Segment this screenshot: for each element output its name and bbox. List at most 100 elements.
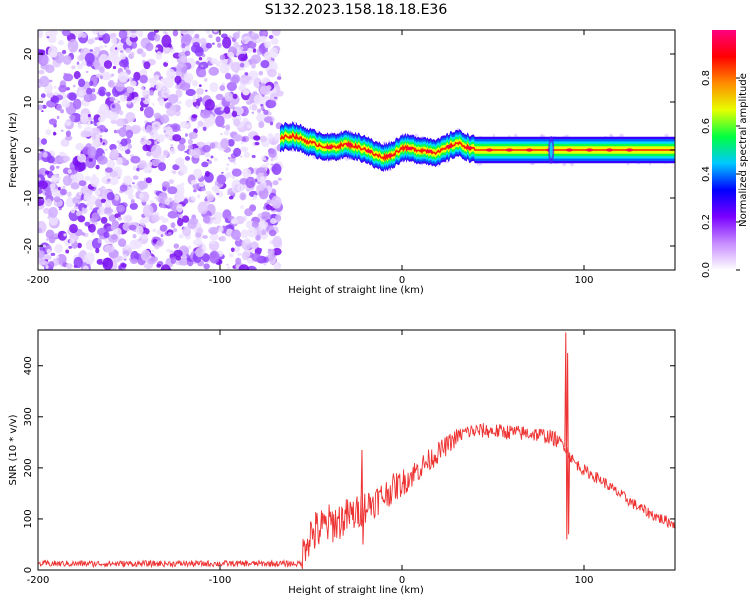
heatmap-noise-blob <box>208 66 219 76</box>
heatmap-noise-blob <box>228 195 234 200</box>
heatmap-noise-blob <box>118 71 129 83</box>
heatmap-noise-blob <box>201 144 211 153</box>
heatmap-noise-blob <box>142 144 151 152</box>
heatmap-noise-blob <box>152 228 157 233</box>
heatmap-noise-blob <box>97 155 108 165</box>
heatmap-noise-blob <box>58 207 62 211</box>
heatmap-noise-blob <box>219 235 226 242</box>
heatmap-ridge-peak <box>385 154 393 158</box>
heatmap-noise-blob <box>251 221 259 228</box>
snr-spike <box>566 352 571 535</box>
heatmap-noise-blob <box>242 89 250 96</box>
heatmap-noise-blob <box>173 194 181 204</box>
heatmap-noise-blob <box>233 118 241 127</box>
heatmap-noise-blob <box>271 163 282 175</box>
heatmap-noise-blob <box>80 113 89 124</box>
heatmap-noise-blob <box>251 104 258 111</box>
heatmap-noise-blob <box>251 154 256 159</box>
heatmap-noise-blob <box>38 138 42 146</box>
heatmap-noise-blob <box>133 96 141 102</box>
heatmap-noise-blob <box>100 198 107 203</box>
heatmap-noise-blob <box>39 97 45 103</box>
heatmap-noise-blob <box>253 94 263 105</box>
heatmap-noise-blob <box>270 163 274 166</box>
heatmap-noise-blob <box>90 176 100 188</box>
heatmap-noise-blob <box>91 212 100 221</box>
heatmap-noise-blob <box>38 69 45 75</box>
heatmap-noise-blob <box>209 233 219 241</box>
heatmap-ridge-halo <box>387 168 392 172</box>
heatmap-noise-blob <box>117 230 122 235</box>
heatmap-noise-blob <box>65 130 71 137</box>
heatmap-noise-blob <box>107 178 111 182</box>
heatmap-noise-blob <box>213 30 218 33</box>
heatmap-noise-blob <box>92 48 96 52</box>
heatmap-noise-blob <box>105 167 113 173</box>
heatmap-noise-blob <box>115 81 125 92</box>
heatmap-noise-blob <box>85 70 89 74</box>
heatmap-noise-blob <box>156 134 165 143</box>
heatmap-noise-blob <box>109 32 116 39</box>
heatmap-noise-blob <box>140 138 148 146</box>
heatmap-noise-blob <box>76 61 80 65</box>
heatmap-noise-blob <box>104 200 112 208</box>
heatmap-noise-blob <box>204 152 211 158</box>
heatmap-noise-blob <box>242 168 252 179</box>
heatmap-noise-blob <box>46 36 50 39</box>
heatmap-noise-blob <box>204 99 215 111</box>
heatmap-noise-blob <box>73 71 81 80</box>
heatmap-noise-blob <box>38 152 43 159</box>
heatmap-noise-blob <box>99 75 104 80</box>
heatmap-noise-blob <box>208 160 212 165</box>
heatmap-noise-blob <box>86 195 98 206</box>
heatmap-noise-blob <box>272 236 282 248</box>
heatmap-noise-blob <box>258 248 263 252</box>
heatmap-noise-blob <box>210 240 216 245</box>
heatmap-noise-blob <box>56 255 60 259</box>
heatmap-noise-blob <box>250 54 262 64</box>
heatmap-noise-blob <box>248 105 253 110</box>
heatmap-noise-blob <box>238 264 250 270</box>
heatmap-signal-ridge <box>279 121 675 173</box>
heatmap-noise-blob <box>216 174 227 185</box>
heatmap-noise-blob <box>42 247 46 251</box>
heatmap-noise-blob <box>274 96 278 100</box>
heatmap-noise-blob <box>240 146 249 153</box>
heatmap-noise-blob <box>63 73 74 82</box>
heatmap-noise-blob <box>276 90 284 97</box>
heatmap-noise-blob <box>205 89 208 92</box>
heatmap-noise-blob <box>226 81 237 92</box>
heatmap-noise-blob <box>215 93 224 101</box>
heatmap-noise-blob <box>69 238 75 244</box>
heatmap-noise-blob <box>167 186 178 195</box>
colorbar-tick-label: 0.0 <box>701 262 712 278</box>
heatmap-noise-blob <box>163 61 169 67</box>
heatmap-noise-blob <box>222 36 232 49</box>
heatmap-noise-blob <box>80 130 90 138</box>
heatmap-noise-blob <box>63 233 67 237</box>
heatmap-noise-blob <box>106 159 116 169</box>
heatmap-noise-blob <box>150 144 162 159</box>
heatmap-noise-blob <box>233 161 237 165</box>
heatmap-noise-blob <box>186 253 190 257</box>
heatmap-noise-blob <box>239 62 245 68</box>
heatmap-noise-blob <box>194 33 200 39</box>
heatmap-noise-blob <box>250 63 256 69</box>
heatmap-noise-blob <box>226 163 230 166</box>
heatmap-ridge-peak <box>505 148 513 152</box>
heatmap-noise-blob <box>223 106 231 114</box>
heatmap-noise-blob <box>178 214 184 219</box>
heatmap-noise-blob <box>216 192 220 196</box>
heatmap-noise-blob <box>78 90 84 97</box>
heatmap-noise-blob <box>160 264 171 270</box>
heatmap-noise-blob <box>117 216 122 221</box>
heatmap-noise-blob <box>75 203 79 207</box>
heatmap-noise-blob <box>131 41 138 49</box>
heatmap-noise-blob <box>38 53 49 67</box>
heatmap-noise-blob <box>118 236 121 240</box>
heatmap-noise-blob <box>268 148 277 158</box>
heatmap-noise-blob <box>231 229 241 240</box>
heatmap-noise-blob <box>58 39 64 46</box>
heatmap-noise-blob <box>206 56 213 62</box>
heatmap-noise-blob <box>49 165 55 171</box>
